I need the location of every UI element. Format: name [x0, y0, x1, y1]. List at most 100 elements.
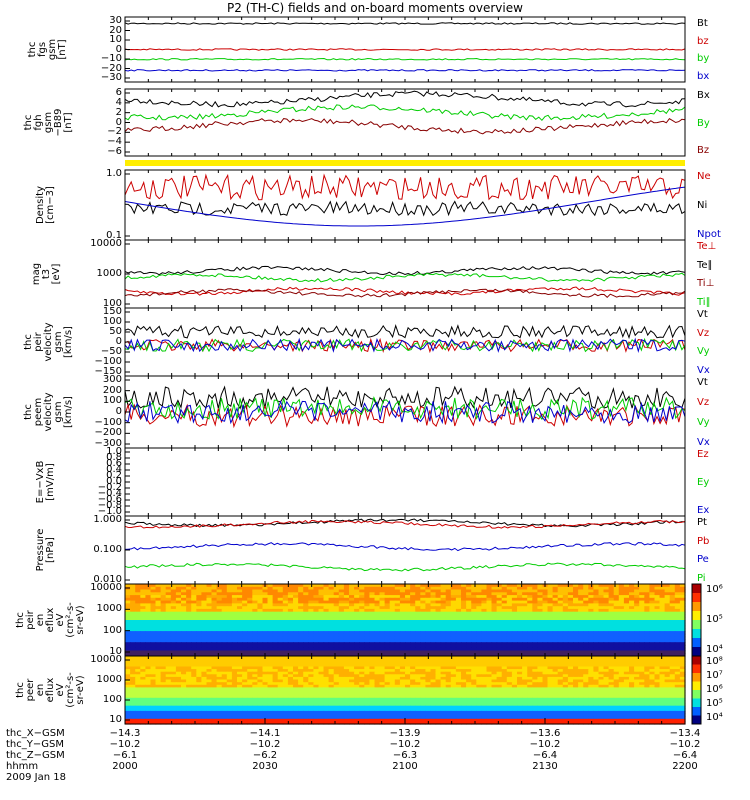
- footer-value: 2000: [112, 761, 138, 772]
- y-tick-label: 6: [115, 87, 122, 98]
- colorbar-tick-label: 10⁴: [706, 712, 723, 723]
- footer-value: −13.9: [389, 728, 421, 739]
- y-tick-label: 10: [109, 34, 122, 45]
- series-vem-Vz: [124, 403, 686, 429]
- series-fgs-Bt: [124, 22, 686, 25]
- legend-bx: bx: [697, 71, 710, 82]
- y-axis-label: Density [cm−3]: [35, 185, 56, 225]
- series-pressure-Pi: [124, 562, 686, 572]
- footer-label: thc_Y−GSM: [6, 739, 64, 750]
- footer-value: 2200: [672, 761, 698, 772]
- y-axis-label: thc peir velocity gsm [km/s]: [23, 322, 74, 362]
- colorbar-tick-label: 10⁷: [706, 670, 723, 681]
- y-tick-label: 1.0: [106, 446, 122, 457]
- legend-Te⊥: Te⊥: [697, 241, 717, 252]
- y-axis-label: thc peem velocity gsm [km/s]: [23, 392, 74, 432]
- y-tick-label: 0: [115, 43, 122, 55]
- y-tick-label: 10000: [90, 654, 122, 665]
- colorbar-tick-label: 10⁴: [706, 644, 723, 655]
- colorbar-tick-label: 10⁵: [706, 614, 723, 625]
- y-tick-label: 1.0: [106, 168, 122, 179]
- y-tick-label: 100: [102, 395, 122, 407]
- legend-Vx: Vx: [697, 365, 710, 376]
- footer-value: −10.2: [109, 739, 141, 750]
- y-tick-label: 10000: [90, 238, 122, 249]
- legend-Vy: Vy: [697, 346, 710, 358]
- legend-bz: bz: [697, 35, 709, 47]
- y-tick-label: −0.4: [97, 488, 122, 499]
- y-axis-label: Pressure [nPa]: [35, 528, 56, 572]
- y-tick-label: 300: [102, 374, 122, 385]
- series-temp-Ti⊥: [124, 288, 686, 298]
- legend-Te∥: Te∥: [697, 259, 713, 271]
- legend-By: By: [697, 117, 710, 129]
- panel-temp: [124, 239, 686, 309]
- y-tick-label: 1.000: [93, 514, 122, 525]
- y-axis-label: thc fgh gsm −B89 [nT]: [23, 108, 74, 137]
- footer-value: 2100: [392, 761, 418, 772]
- legend-Bx: Bx: [697, 90, 710, 101]
- y-tick-label: 10000: [90, 582, 122, 593]
- footer-value: −6.2: [252, 750, 278, 761]
- panel-veir: [124, 307, 686, 377]
- y-tick-label: −30: [100, 72, 122, 83]
- y-tick-label: −1.0: [97, 506, 122, 517]
- legend-Bz: Bz: [697, 145, 710, 156]
- legend-Vz: Vz: [697, 327, 710, 339]
- footer-value: −13.6: [529, 728, 561, 739]
- panel-frame: [124, 88, 686, 157]
- footer-value: −10.2: [529, 739, 561, 750]
- legend-Vy: Vy: [697, 417, 710, 428]
- y-tick-label: 0.010: [93, 574, 122, 585]
- series-veir-Vz: [124, 337, 686, 354]
- series-temp-Te⊥: [124, 286, 686, 296]
- y-tick-label: 0.2: [106, 470, 122, 481]
- y-tick-label: 20: [109, 24, 122, 36]
- y-tick-label: −0.8: [97, 500, 122, 511]
- footer-label: thc_X−GSM: [6, 728, 65, 739]
- footer-value: −14.1: [249, 728, 281, 739]
- y-tick-label: 10: [109, 714, 122, 725]
- series-fgs-bz: [124, 48, 686, 51]
- panel-frame: [124, 447, 686, 517]
- footer-value: 2130: [532, 761, 558, 772]
- series-pressure-Pe: [124, 542, 686, 552]
- y-tick-label: −100: [94, 416, 122, 428]
- y-tick-label: −300: [94, 438, 122, 449]
- series-pressure-Pt: [124, 518, 686, 528]
- series-veir-Vx: [124, 337, 686, 354]
- footer-value: −6.3: [392, 750, 418, 761]
- y-tick-label: −2: [107, 126, 122, 138]
- y-tick-label: −10: [100, 53, 122, 64]
- legend-Bt: Bt: [697, 18, 708, 29]
- panel-pressure: [124, 515, 686, 585]
- y-tick-label: 0: [115, 116, 122, 128]
- series-density-Ne: [124, 173, 686, 201]
- series-temp-Ti∥: [124, 272, 686, 283]
- y-tick-label: 1000: [96, 674, 122, 685]
- y-tick-label: 100: [102, 624, 122, 636]
- y-tick-label: 4: [115, 96, 122, 108]
- legend-Ti∥: Ti∥: [697, 297, 711, 308]
- y-tick-label: 100: [102, 694, 122, 705]
- legend-Ni: Ni: [697, 200, 708, 211]
- legend-Vz: Vz: [697, 397, 710, 408]
- y-tick-label: −100: [94, 356, 122, 367]
- footer-value: −6.4: [672, 750, 698, 761]
- footer-value: −10.2: [249, 739, 281, 750]
- figure-title: P2 (TH-C) fields and on-board moments ov…: [227, 1, 523, 15]
- series-vem-Vx: [124, 400, 686, 425]
- y-tick-label: −6: [107, 146, 122, 157]
- series-fgs-bx: [124, 69, 686, 72]
- colorbar-tick-label: 10⁸: [706, 656, 723, 667]
- series-vem-Vt: [124, 385, 686, 410]
- footer-value: −14.3: [109, 728, 141, 739]
- y-axis-label: E=−VxB [mV/m]: [35, 460, 56, 504]
- y-tick-label: −20: [100, 62, 122, 74]
- y-axis-label: thc peir en eflux eV (cm²-s- sr-eV): [15, 602, 86, 638]
- legend-Vx: Vx: [697, 437, 710, 448]
- y-tick-label: 0.8: [106, 452, 122, 463]
- y-axis-label: thc fgs gsm [nT]: [27, 38, 68, 61]
- y-tick-label: 200: [102, 384, 122, 396]
